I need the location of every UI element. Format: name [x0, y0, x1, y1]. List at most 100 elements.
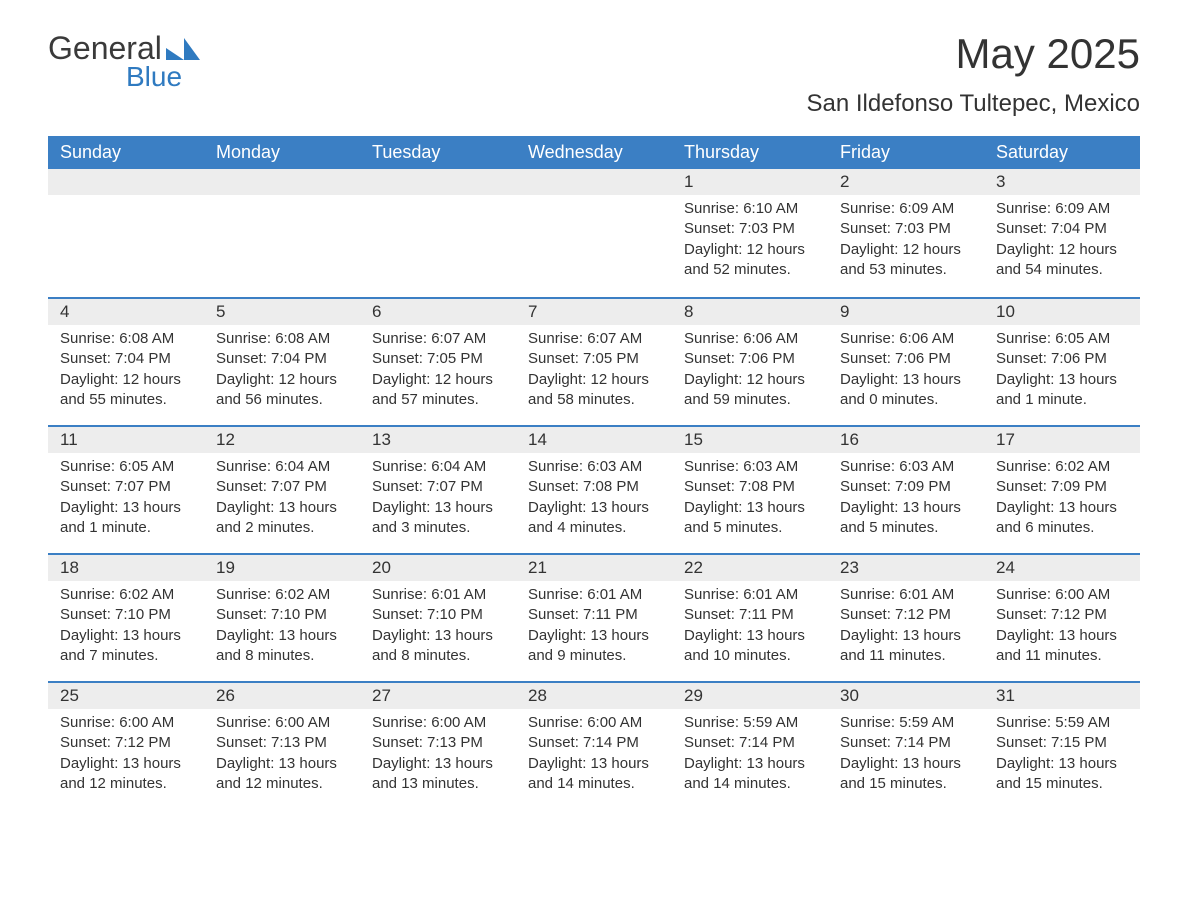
sunset-text: Sunset: 7:07 PM [372, 477, 504, 497]
sunrise-text: Sunrise: 6:04 AM [372, 457, 504, 477]
sunrise-text: Sunrise: 6:00 AM [216, 713, 348, 733]
daylight-text: Daylight: 13 hours and 15 minutes. [840, 754, 972, 795]
day-body: Sunrise: 6:03 AMSunset: 7:08 PMDaylight:… [672, 453, 828, 546]
day-body: Sunrise: 6:02 AMSunset: 7:10 PMDaylight:… [48, 581, 204, 674]
sunrise-text: Sunrise: 5:59 AM [840, 713, 972, 733]
sunrise-text: Sunrise: 6:07 AM [372, 329, 504, 349]
calendar-day: 8Sunrise: 6:06 AMSunset: 7:06 PMDaylight… [672, 297, 828, 425]
day-number: 13 [360, 425, 516, 453]
calendar-day: 23Sunrise: 6:01 AMSunset: 7:12 PMDayligh… [828, 553, 984, 681]
sunset-text: Sunset: 7:12 PM [60, 733, 192, 753]
daylight-text: Daylight: 12 hours and 54 minutes. [996, 240, 1128, 281]
sunset-text: Sunset: 7:07 PM [60, 477, 192, 497]
daylight-text: Daylight: 13 hours and 1 minute. [60, 498, 192, 539]
calendar-day: 27Sunrise: 6:00 AMSunset: 7:13 PMDayligh… [360, 681, 516, 809]
daylight-text: Daylight: 13 hours and 11 minutes. [996, 626, 1128, 667]
calendar-day: 4Sunrise: 6:08 AMSunset: 7:04 PMDaylight… [48, 297, 204, 425]
daylight-text: Daylight: 13 hours and 5 minutes. [684, 498, 816, 539]
day-number: 30 [828, 681, 984, 709]
day-body: Sunrise: 6:08 AMSunset: 7:04 PMDaylight:… [204, 325, 360, 418]
day-header-row: SundayMondayTuesdayWednesdayThursdayFrid… [48, 136, 1140, 169]
day-number: 27 [360, 681, 516, 709]
brand-word-2: Blue [126, 61, 182, 93]
calendar-day-empty [516, 169, 672, 297]
day-number: 24 [984, 553, 1140, 581]
sunset-text: Sunset: 7:09 PM [840, 477, 972, 497]
sunrise-text: Sunrise: 6:00 AM [60, 713, 192, 733]
daylight-text: Daylight: 13 hours and 12 minutes. [216, 754, 348, 795]
day-number: 18 [48, 553, 204, 581]
sunrise-text: Sunrise: 6:06 AM [684, 329, 816, 349]
brand-logo: General Blue [48, 30, 200, 93]
day-body: Sunrise: 6:08 AMSunset: 7:04 PMDaylight:… [48, 325, 204, 418]
sunrise-text: Sunrise: 6:10 AM [684, 199, 816, 219]
day-number: 14 [516, 425, 672, 453]
day-body: Sunrise: 6:00 AMSunset: 7:13 PMDaylight:… [204, 709, 360, 802]
daylight-text: Daylight: 13 hours and 4 minutes. [528, 498, 660, 539]
day-header: Thursday [672, 136, 828, 169]
sunrise-text: Sunrise: 6:02 AM [60, 585, 192, 605]
sunset-text: Sunset: 7:10 PM [216, 605, 348, 625]
sunrise-text: Sunrise: 6:02 AM [996, 457, 1128, 477]
day-number: 10 [984, 297, 1140, 325]
sunrise-text: Sunrise: 6:01 AM [528, 585, 660, 605]
sunrise-text: Sunrise: 6:01 AM [684, 585, 816, 605]
sunset-text: Sunset: 7:13 PM [216, 733, 348, 753]
day-number: 29 [672, 681, 828, 709]
day-number: 12 [204, 425, 360, 453]
daylight-text: Daylight: 12 hours and 56 minutes. [216, 370, 348, 411]
daylight-text: Daylight: 13 hours and 14 minutes. [528, 754, 660, 795]
calendar-day: 1Sunrise: 6:10 AMSunset: 7:03 PMDaylight… [672, 169, 828, 297]
day-number: 17 [984, 425, 1140, 453]
calendar-day: 10Sunrise: 6:05 AMSunset: 7:06 PMDayligh… [984, 297, 1140, 425]
day-body: Sunrise: 6:04 AMSunset: 7:07 PMDaylight:… [360, 453, 516, 546]
sunrise-text: Sunrise: 5:59 AM [996, 713, 1128, 733]
daylight-text: Daylight: 13 hours and 12 minutes. [60, 754, 192, 795]
day-number: 3 [984, 169, 1140, 195]
day-number: 15 [672, 425, 828, 453]
calendar-week: 25Sunrise: 6:00 AMSunset: 7:12 PMDayligh… [48, 681, 1140, 809]
calendar-day: 3 Sunrise: 6:09 AMSunset: 7:04 PMDaylight… [984, 169, 1140, 297]
calendar-day: 18Sunrise: 6:02 AMSunset: 7:10 PMDayligh… [48, 553, 204, 681]
calendar-day: 12Sunrise: 6:04 AMSunset: 7:07 PMDayligh… [204, 425, 360, 553]
day-number: 2 [828, 169, 984, 195]
sunset-text: Sunset: 7:13 PM [372, 733, 504, 753]
day-number: 4 [48, 297, 204, 325]
sunrise-text: Sunrise: 5:59 AM [684, 713, 816, 733]
day-header: Friday [828, 136, 984, 169]
daylight-text: Daylight: 13 hours and 2 minutes. [216, 498, 348, 539]
calendar-day: 22Sunrise: 6:01 AMSunset: 7:11 PMDayligh… [672, 553, 828, 681]
day-body: Sunrise: 6:01 AMSunset: 7:11 PMDaylight:… [516, 581, 672, 674]
daylight-text: Daylight: 12 hours and 58 minutes. [528, 370, 660, 411]
daylight-text: Daylight: 13 hours and 6 minutes. [996, 498, 1128, 539]
sunrise-text: Sunrise: 6:09 AM [996, 199, 1128, 219]
day-body: Sunrise: 6:01 AMSunset: 7:12 PMDaylight:… [828, 581, 984, 674]
day-body: Sunrise: 6:04 AMSunset: 7:07 PMDaylight:… [204, 453, 360, 546]
day-body: Sunrise: 6:03 AMSunset: 7:09 PMDaylight:… [828, 453, 984, 546]
sunset-text: Sunset: 7:12 PM [996, 605, 1128, 625]
day-body: Sunrise: 6:05 AMSunset: 7:07 PMDaylight:… [48, 453, 204, 546]
day-body: Sunrise: 5:59 AMSunset: 7:14 PMDaylight:… [828, 709, 984, 802]
day-body: Sunrise: 6:07 AMSunset: 7:05 PMDaylight:… [516, 325, 672, 418]
sunrise-text: Sunrise: 6:07 AM [528, 329, 660, 349]
daylight-text: Daylight: 12 hours and 53 minutes. [840, 240, 972, 281]
calendar-day: 11Sunrise: 6:05 AMSunset: 7:07 PMDayligh… [48, 425, 204, 553]
calendar-week: 18Sunrise: 6:02 AMSunset: 7:10 PMDayligh… [48, 553, 1140, 681]
sunrise-text: Sunrise: 6:00 AM [996, 585, 1128, 605]
sunset-text: Sunset: 7:10 PM [372, 605, 504, 625]
day-body: Sunrise: 6:07 AMSunset: 7:05 PMDaylight:… [360, 325, 516, 418]
day-number: 9 [828, 297, 984, 325]
daylight-text: Daylight: 13 hours and 14 minutes. [684, 754, 816, 795]
daylight-text: Daylight: 13 hours and 5 minutes. [840, 498, 972, 539]
daylight-text: Daylight: 12 hours and 57 minutes. [372, 370, 504, 411]
sunset-text: Sunset: 7:04 PM [996, 219, 1128, 239]
calendar-day: 31Sunrise: 5:59 AMSunset: 7:15 PMDayligh… [984, 681, 1140, 809]
day-body: Sunrise: 6:00 AMSunset: 7:14 PMDaylight:… [516, 709, 672, 802]
sunrise-text: Sunrise: 6:02 AM [216, 585, 348, 605]
sunrise-text: Sunrise: 6:03 AM [840, 457, 972, 477]
day-body: Sunrise: 6:03 AMSunset: 7:08 PMDaylight:… [516, 453, 672, 546]
day-body: Sunrise: 5:59 AMSunset: 7:15 PMDaylight:… [984, 709, 1140, 802]
sunset-text: Sunset: 7:09 PM [996, 477, 1128, 497]
day-body: Sunrise: 6:06 AMSunset: 7:06 PMDaylight:… [828, 325, 984, 418]
calendar-table: SundayMondayTuesdayWednesdayThursdayFrid… [48, 136, 1140, 809]
